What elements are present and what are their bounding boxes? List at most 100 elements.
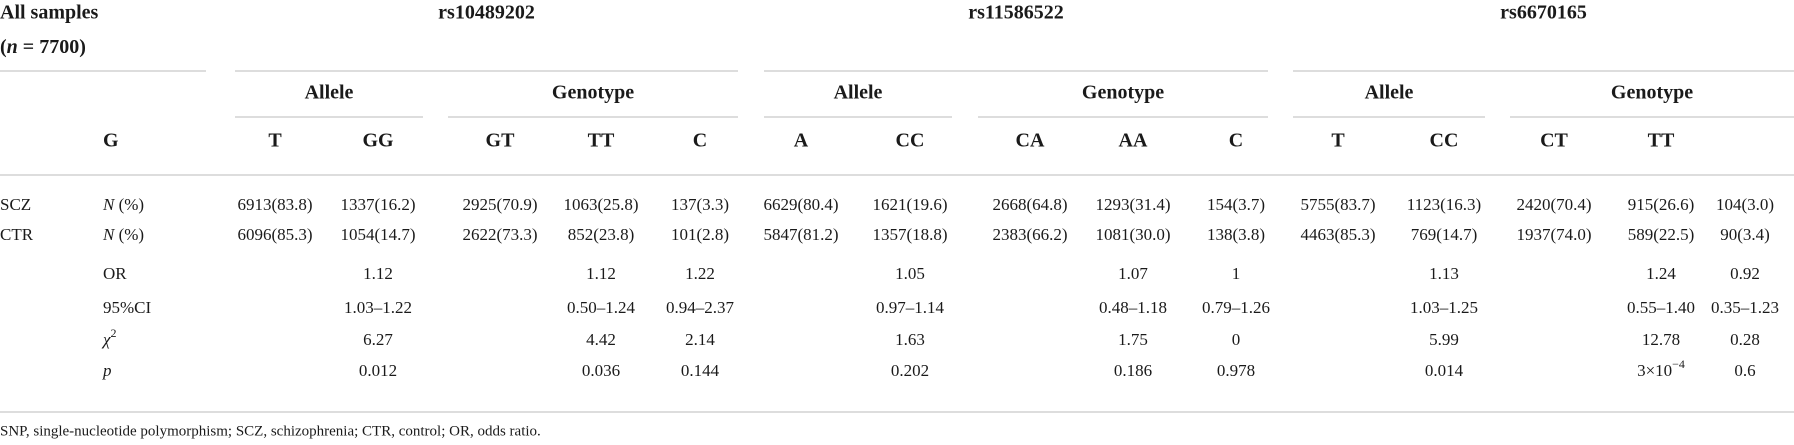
- cell: 1054(14.7): [340, 225, 415, 244]
- cell: 0.92: [1730, 264, 1760, 283]
- cell: 2925(70.9): [462, 195, 537, 214]
- cell: 4463(85.3): [1300, 225, 1375, 244]
- cell: 1357(18.8): [872, 225, 947, 244]
- cell: 1: [1232, 264, 1241, 283]
- row-stat-part: N: [102, 195, 116, 214]
- cell: 1337(16.2): [340, 195, 415, 214]
- row-stat-part: χ: [101, 330, 111, 349]
- cell: 0.94–2.37: [666, 298, 735, 317]
- sample-size: (n = 7700): [0, 36, 86, 58]
- cell: 0.6: [1734, 361, 1755, 380]
- cell: 852(23.8): [568, 225, 635, 244]
- cell: 2622(73.3): [462, 225, 537, 244]
- cell: 1.22: [685, 264, 715, 283]
- cell: 0.014: [1425, 361, 1464, 380]
- cell: 0.144: [681, 361, 720, 380]
- row-stat: χ2: [101, 326, 116, 349]
- cell: 138(3.8): [1207, 225, 1265, 244]
- snp-header: rs6670165: [1500, 2, 1587, 24]
- subgroup-header: Genotype: [1082, 82, 1164, 104]
- footnote: SNP, single-nucleotide polymorphism; SCZ…: [0, 423, 541, 439]
- cell: 1063(25.8): [563, 195, 638, 214]
- cell: 0.79–1.26: [1202, 298, 1270, 317]
- cell: 1937(74.0): [1516, 225, 1591, 244]
- column-header: CA: [1016, 130, 1045, 152]
- column-header: AA: [1119, 130, 1148, 152]
- snp-header: rs10489202: [438, 2, 535, 24]
- cell: 0.50–1.24: [567, 298, 636, 317]
- cell: 6913(83.8): [237, 195, 312, 214]
- column-header: CC: [896, 130, 925, 152]
- cell-part: 3×10: [1637, 361, 1672, 380]
- row-stat-part: p: [102, 361, 112, 380]
- cell: 0.35–1.23: [1711, 298, 1779, 317]
- cell: 2.14: [685, 330, 715, 349]
- subgroup-header: Allele: [305, 82, 354, 104]
- column-header: CT: [1540, 130, 1568, 152]
- cell: 1293(31.4): [1095, 195, 1170, 214]
- cell: 1.75: [1118, 330, 1148, 349]
- cell: 0.55–1.40: [1627, 298, 1695, 317]
- cell: 90(3.4): [1720, 225, 1770, 244]
- sample-size-part: (: [0, 36, 7, 58]
- cell: 12.78: [1642, 330, 1680, 349]
- cell: 1.24: [1646, 264, 1676, 283]
- cell: 769(14.7): [1411, 225, 1478, 244]
- row-stat: 95%CI: [103, 298, 152, 317]
- row-stat: p: [102, 361, 112, 380]
- column-header: A: [794, 130, 809, 152]
- cell: 0.202: [891, 361, 929, 380]
- cell: 589(22.5): [1628, 225, 1695, 244]
- row-stat: N (%): [102, 195, 144, 214]
- table-title: All samples: [0, 2, 99, 24]
- cell: 1.12: [586, 264, 616, 283]
- cell: 154(3.7): [1207, 195, 1265, 214]
- row-stat: OR: [103, 264, 127, 283]
- row-label-header: G: [103, 130, 119, 152]
- cell: 0.012: [359, 361, 397, 380]
- row-stat: N (%): [102, 225, 144, 244]
- cell: 1081(30.0): [1095, 225, 1170, 244]
- cell: 0.28: [1730, 330, 1760, 349]
- cell: 5755(83.7): [1300, 195, 1375, 214]
- cell: 0: [1232, 330, 1241, 349]
- column-header: GT: [486, 130, 516, 152]
- cell: 137(3.3): [671, 195, 729, 214]
- column-header: C: [693, 130, 707, 152]
- cell: 1621(19.6): [872, 195, 947, 214]
- sample-size-part: n: [7, 36, 18, 58]
- cell: 2420(70.4): [1516, 195, 1591, 214]
- cell: 101(2.8): [671, 225, 729, 244]
- row-stat-part: N: [102, 225, 116, 244]
- cell: 0.186: [1114, 361, 1152, 380]
- column-header: TT: [1648, 130, 1675, 152]
- column-header: C: [1229, 130, 1243, 152]
- column-header: T: [1331, 130, 1345, 152]
- cell-part: −4: [1672, 357, 1685, 371]
- cell: 1.05: [895, 264, 925, 283]
- row-stat-part: (%): [114, 195, 144, 214]
- column-header: TT: [588, 130, 615, 152]
- cell: 915(26.6): [1628, 195, 1695, 214]
- cell: 1.12: [363, 264, 393, 283]
- column-header: CC: [1430, 130, 1459, 152]
- cell: 1123(16.3): [1407, 195, 1481, 214]
- subgroup-header: Genotype: [1611, 82, 1693, 104]
- cell: 4.42: [586, 330, 616, 349]
- cell: 104(3.0): [1716, 195, 1774, 214]
- cell: 6.27: [363, 330, 393, 349]
- subgroup-header: Genotype: [552, 82, 634, 104]
- cell: 0.97–1.14: [876, 298, 945, 317]
- cell: 3×10−4: [1637, 357, 1685, 380]
- row-stat-part: (%): [114, 225, 144, 244]
- subgroup-header: Allele: [834, 82, 883, 104]
- cell: 1.03–1.25: [1410, 298, 1478, 317]
- row-stat-part: 2: [110, 326, 116, 340]
- row-group: CTR: [0, 225, 34, 244]
- cell: 5.99: [1429, 330, 1459, 349]
- sample-size-part: = 7700): [18, 36, 86, 58]
- cell: 1.03–1.22: [344, 298, 412, 317]
- cell: 1.13: [1429, 264, 1459, 283]
- cell: 6629(80.4): [763, 195, 838, 214]
